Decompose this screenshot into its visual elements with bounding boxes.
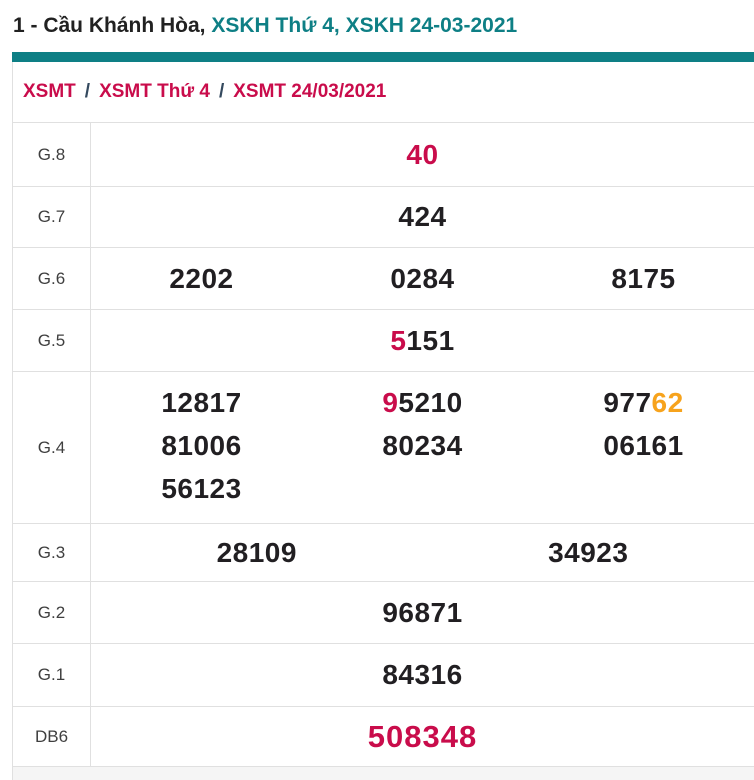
prize-label: G.6	[13, 248, 91, 309]
digits: 80234	[382, 430, 463, 461]
breadcrumb-link-xsmt-thu-4[interactable]: XSMT Thứ 4	[99, 81, 210, 102]
prize-number: 12817	[161, 389, 241, 417]
prize-number: 28109	[216, 536, 297, 568]
prize-values: 28109 34923	[91, 524, 754, 581]
accent-bar	[12, 52, 754, 62]
prize-row-g6: G.6 2202 0284 8175	[13, 247, 754, 309]
digits: 34923	[548, 536, 629, 568]
prize-values: 424	[91, 187, 754, 247]
prize-label: G.1	[13, 644, 91, 706]
digits: 12817	[161, 387, 242, 418]
prize-row-g4: G.4 12817 81006 56123 95210 80234 97762 06161	[13, 371, 754, 523]
breadcrumb-link-xsmt[interactable]: XSMT	[23, 81, 76, 102]
prize-column: 2202	[91, 248, 312, 309]
prize-row-g8: G.8 40	[13, 122, 754, 186]
prize-column: 96871	[91, 582, 754, 643]
lottery-results-table: G.8 40 G.7 424 G.6 2202 0284 8175 G.5 5151 G.4 1281…	[13, 122, 754, 766]
prize-label: G.7	[13, 187, 91, 247]
prize-values: 96871	[91, 582, 754, 643]
prize-row-g7: G.7 424	[13, 186, 754, 247]
prize-number: 8175	[611, 262, 676, 294]
page-title: 1 - Cầu Khánh Hòa, XSKH Thứ 4, XSKH 24-0…	[0, 0, 754, 52]
prize-values: 12817 81006 56123 95210 80234 97762 06161	[91, 372, 754, 523]
result-panel: XSMT / XSMT Thứ 4 / XSMT 24/03/2021 G.8 4…	[12, 62, 754, 780]
prize-number: 424	[398, 203, 446, 231]
digits: 81006	[161, 430, 242, 461]
prize-number: 84316	[382, 661, 462, 689]
prize-label: DB6	[13, 707, 91, 766]
prize-number: 508348	[368, 721, 477, 752]
digits: 96871	[382, 596, 463, 628]
breadcrumb-separator: /	[218, 81, 225, 102]
digits: 0284	[390, 262, 455, 294]
prize-column: 8175	[533, 248, 754, 309]
prize-label: G.8	[13, 123, 91, 186]
prize-number: 95210	[382, 389, 462, 417]
prize-number: 0284	[390, 262, 455, 294]
prize-column: 40	[91, 123, 754, 186]
digits: 06161	[603, 430, 684, 461]
prize-row-g2: G.2 96871	[13, 581, 754, 643]
digits: 56123	[161, 473, 242, 504]
prize-number: 34923	[548, 536, 629, 568]
prize-row-db6: DB6 508348	[13, 706, 754, 766]
prize-label: G.2	[13, 582, 91, 643]
prize-column: 28109	[91, 524, 423, 581]
prize-column: 34923	[423, 524, 754, 581]
highlighted-digits: 5	[390, 324, 407, 356]
prize-column: 95210 80234	[312, 372, 533, 523]
breadcrumb: XSMT / XSMT Thứ 4 / XSMT 24/03/2021	[13, 62, 754, 122]
digits: 424	[398, 201, 447, 232]
prize-column: 508348	[91, 707, 754, 766]
digits: 28109	[216, 536, 297, 568]
digits: 977	[603, 387, 652, 418]
prize-label: G.3	[13, 524, 91, 581]
prize-values: 84316	[91, 644, 754, 706]
prize-values: 40	[91, 123, 754, 186]
prize-column: 424	[91, 187, 754, 247]
highlighted-digits: 40	[406, 138, 439, 170]
highlighted-digits: 9	[382, 387, 399, 418]
breadcrumb-separator: /	[84, 81, 91, 102]
prize-values: 508348	[91, 707, 754, 766]
prize-values: 2202 0284 8175	[91, 248, 754, 309]
prize-number: 81006	[161, 432, 241, 460]
prize-number: 56123	[161, 475, 241, 503]
highlighted-digits: 62	[651, 387, 684, 418]
breadcrumb-link-xsmt-date[interactable]: XSMT 24/03/2021	[233, 81, 387, 102]
prize-column: 97762 06161	[533, 372, 754, 523]
prize-number: 40	[406, 138, 439, 170]
prize-number: 80234	[382, 432, 462, 460]
prize-label: G.5	[13, 310, 91, 371]
prize-column: 0284	[312, 248, 533, 309]
prize-row-g3: G.3 28109 34923	[13, 523, 754, 581]
next-section-strip	[13, 766, 754, 780]
prize-values: 5151	[91, 310, 754, 371]
digits: 5210	[398, 387, 463, 418]
page-title-prefix: 1 - Cầu Khánh Hòa,	[13, 14, 206, 37]
page-title-link[interactable]: XSKH Thứ 4, XSKH 24-03-2021	[211, 14, 518, 37]
prize-number: 96871	[382, 596, 463, 628]
digits: 8175	[611, 262, 676, 294]
prize-column: 12817 81006 56123	[91, 372, 312, 523]
prize-number: 5151	[390, 324, 455, 356]
highlighted-digits: 508348	[367, 719, 478, 754]
prize-label: G.4	[13, 372, 91, 523]
digits: 2202	[169, 262, 234, 294]
digits: 84316	[382, 659, 463, 690]
digits: 151	[406, 324, 455, 356]
prize-row-g1: G.1 84316	[13, 643, 754, 706]
prize-number: 2202	[169, 262, 234, 294]
prize-column: 5151	[91, 310, 754, 371]
prize-row-g5: G.5 5151	[13, 309, 754, 371]
prize-number: 97762	[603, 389, 683, 417]
prize-column: 84316	[91, 644, 754, 706]
prize-number: 06161	[603, 432, 683, 460]
